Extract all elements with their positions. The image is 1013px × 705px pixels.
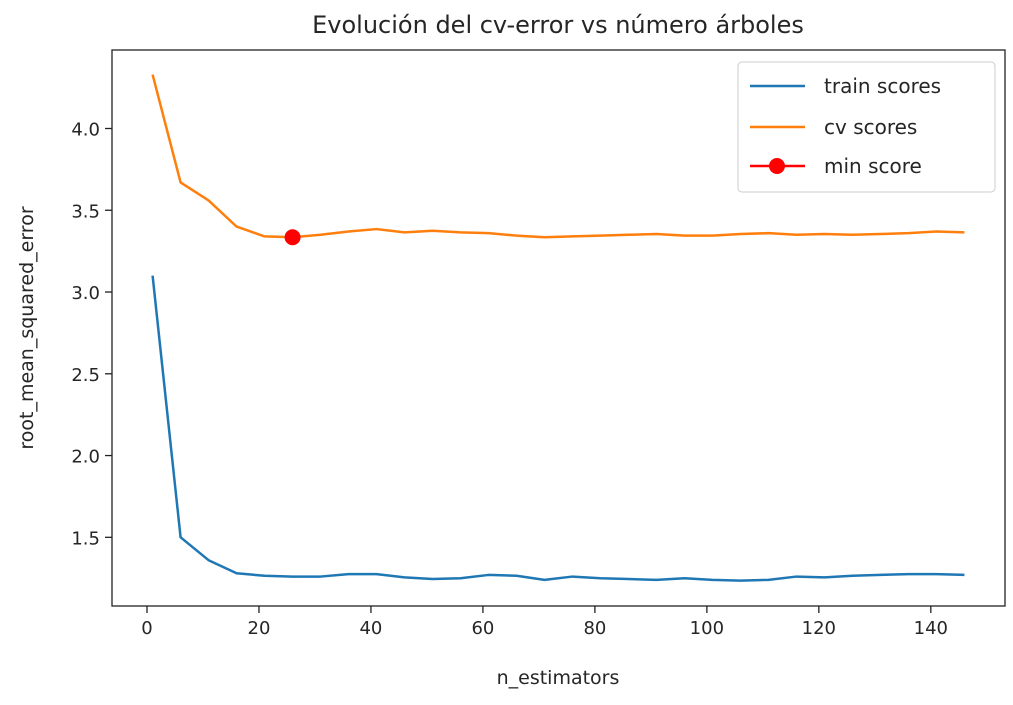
series-line-train-scores [151,275,965,582]
legend-box [737,61,996,193]
x-tick-label: 20 [248,618,271,639]
legend-label-train: train scores [824,74,941,98]
y-tick-label: 4.0 [71,119,100,140]
min-score-marker [284,229,301,246]
x-tick-label: 120 [802,618,836,639]
plot-frame [111,49,1006,607]
y-tick-label: 1.5 [71,528,100,549]
legend-label-cv: cv scores [824,115,917,139]
x-tick-label: 40 [359,618,382,639]
legend-label-min: min score [824,154,922,178]
x-tick-label: 60 [471,618,494,639]
x-axis-label: n_estimators [497,667,620,689]
x-tick-label: 100 [690,618,724,639]
y-tick-label: 2.0 [71,447,100,468]
y-tick-label: 2.5 [71,365,100,386]
legend-marker-min [769,158,785,174]
x-tick-label: 140 [914,618,948,639]
x-tick-label: 0 [141,618,152,639]
x-tick-label: 80 [583,618,606,639]
y-axis-label: root_mean_squared_error [16,206,38,449]
legend: train scores cv scores min score [737,61,996,193]
y-tick-label: 3.0 [71,283,100,304]
chart-title: Evolución del cv-error vs número árboles [312,11,804,39]
y-tick-label: 3.5 [71,201,100,222]
